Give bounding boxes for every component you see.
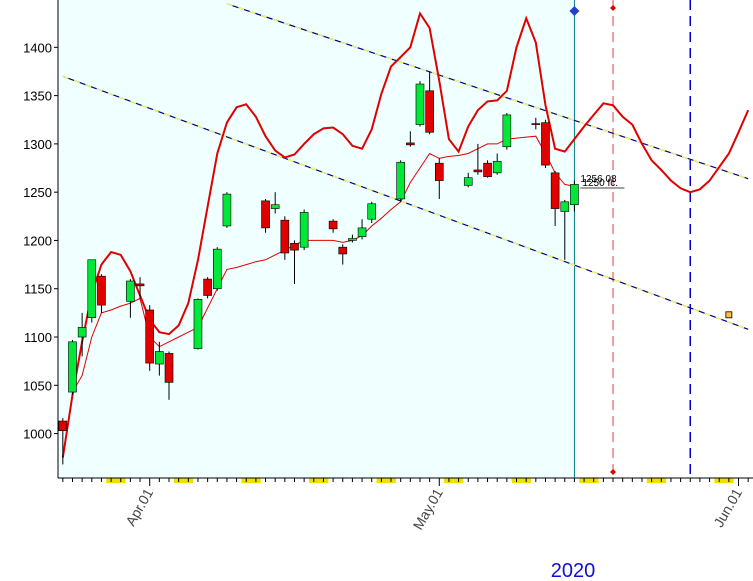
candle-body [164,353,174,383]
annotation: 1250 fc. [582,178,618,189]
candle-body [270,204,280,209]
y-tick-label: 1200 [23,233,52,248]
y-tick-label: 1250 [23,185,52,200]
x-axis-label: 2020 [551,560,596,581]
candle-body [434,162,444,181]
plot-background [58,0,575,478]
candle-body [222,193,232,227]
y-tick-label: 1100 [24,330,52,345]
candle-body [58,420,68,431]
candle-body [348,238,357,241]
candle-body [97,275,106,306]
square-marker [725,311,733,319]
candle-body [280,219,290,254]
y-tick-label: 1000 [23,427,52,442]
candle-body [425,90,434,133]
candle-body [550,172,560,209]
candle-body [126,280,135,302]
y-tick-label: 1350 [23,89,52,104]
line-series [61,11,750,458]
candle-body [396,161,405,200]
candle-body [193,299,203,349]
diamond-marker [610,469,617,475]
candle-body [492,160,502,174]
trend-line [226,3,749,180]
candle-body [473,169,483,173]
x-tick-label: Jun.01 [710,485,745,530]
candle-body [212,248,222,290]
candle-body [415,83,425,125]
candle-body [261,200,270,229]
candle-body [483,162,492,178]
candle-body [145,309,155,364]
candle-body [290,243,299,251]
candle-body [155,351,164,365]
candle-body [68,341,77,393]
y-tick-label: 1150 [24,282,52,297]
candle-body [135,283,145,287]
candle-body [367,203,377,220]
y-tick-label: 1050 [23,378,52,393]
y-tick-label: 1400 [23,40,52,55]
candle-body [570,184,579,206]
x-tick-label: May.01 [410,485,446,532]
candle-body [406,142,415,146]
candle-body [299,212,309,248]
annotation: 1256.08 [580,174,617,185]
line-series [72,135,575,393]
candle-body [328,220,338,230]
y-tick-label: 1300 [23,137,52,152]
candle-body [531,123,541,125]
diamond-marker [569,6,580,16]
candle-body [338,246,348,255]
diamond-marker [610,5,617,11]
x-tick-label: Apr.01 [122,485,156,528]
trend-line [62,75,749,330]
candle-body [502,114,512,148]
candle-body [77,327,87,338]
candle-body [357,227,367,237]
candle-body [203,278,212,296]
candle-body [463,177,473,186]
candle-body [87,259,97,319]
candle-body [560,201,570,212]
candle-body [541,122,550,166]
